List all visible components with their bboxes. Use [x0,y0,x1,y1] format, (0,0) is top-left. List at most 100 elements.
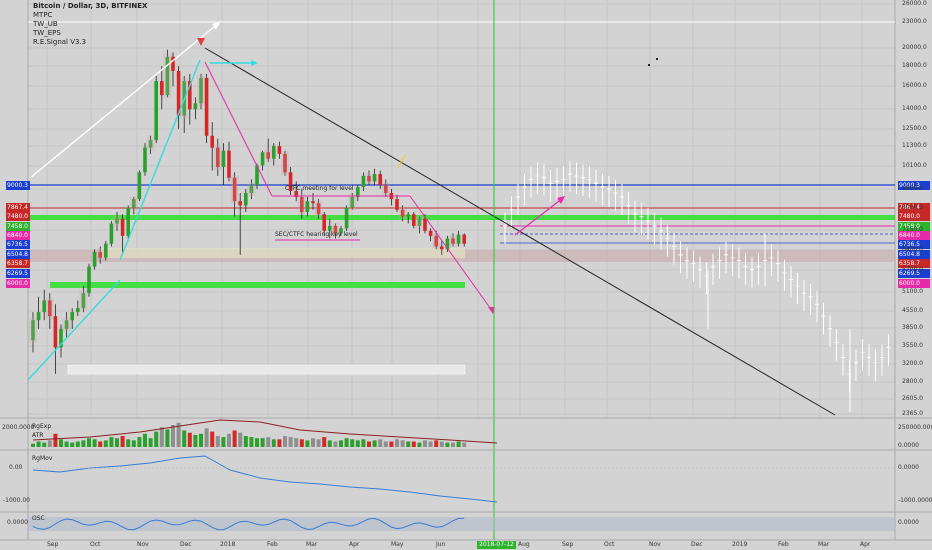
peak-marker [197,38,205,46]
volume-bar [221,437,226,447]
horizontal-levels [28,21,895,244]
volume-bar [294,438,299,447]
volume-bar [439,441,444,447]
volume-bar [417,442,422,447]
rgmov-right-tick-top: 0.0000 [898,464,919,471]
price-label-left: 7867.4 [6,203,30,212]
volume-bar [389,441,394,447]
indicator-re-signal[interactable]: R.E.Signal V3.3 [33,38,87,46]
candle-body [109,223,114,244]
volume-bar [372,440,377,447]
price-label-right: 7480.0 [898,212,930,221]
candle-shade [197,74,205,107]
candle-body [238,201,242,206]
volume-bar [451,442,455,447]
volume-bar [92,439,97,447]
candle-shade [29,317,37,344]
time-tick: Sep [562,541,574,548]
volume-bar [87,438,91,447]
volume-bar [36,441,41,447]
price-label-left: 9000.3 [6,181,30,190]
price-label-left: 6736.5 [6,240,30,249]
symbol-title[interactable]: Bitcoin / Dollar, 3D, BITFINEX [33,2,148,10]
price-label-right: 6736.5 [898,240,930,249]
candle-shade [96,248,105,261]
volume-bar [311,438,315,447]
indicator-mtpc[interactable]: MTPC [33,11,53,19]
candle-body [378,174,382,186]
candle-shade [230,174,239,205]
candle-body [92,251,97,267]
price-tick: 8000.0 [902,204,923,211]
volume-bar [322,437,327,447]
annotation-cftc-meeting[interactable]: CTFC meeting for level [285,185,354,192]
time-tick: Aug [518,541,530,548]
candle-body [255,165,259,186]
chart-legend: Bitcoin / Dollar, 3D, BITFINEX MTPC TW_U… [33,2,147,47]
candle-shade [381,182,390,196]
osc-label[interactable]: OSC [32,515,45,522]
volume-bar [148,438,153,447]
chart-drawings[interactable] [27,0,836,540]
candle-shade [264,149,273,162]
time-tick: Oct [604,541,615,548]
volume-bar [344,438,349,447]
candle-shade [129,196,138,211]
price-tick: 6400.0 [902,246,923,253]
osc-left-tick: 0.0000 [7,519,28,526]
volume-bar [305,440,310,447]
candle-body [344,207,349,229]
candle-body [333,225,338,234]
candle-body [126,207,130,236]
candle-body [328,225,332,231]
candle-body [31,320,35,341]
atr-label[interactable]: ATR [32,432,44,439]
volume-bar [327,440,332,447]
candle-body [120,218,125,236]
candle-body [400,209,405,217]
price-label-right: 7867.4 [898,203,930,212]
volume-bar [137,437,142,447]
volume-bar [456,441,461,447]
time-tick: Mar [306,541,318,548]
candle-shade [297,194,306,215]
volume-bar [428,441,433,447]
volume-bar [165,429,170,447]
volume-bar [333,441,338,447]
volume-bar [70,442,75,447]
candle-body [272,146,276,159]
volume-bar [361,439,366,447]
candle-shade [247,182,256,196]
rgexp-label[interactable]: RgExp [32,423,52,430]
level-7480-green [28,215,895,220]
candle-body [283,153,287,173]
volume-bar [53,433,58,447]
price-tick: 2800.0 [902,378,923,385]
rgmov-label[interactable]: RgMov [32,455,53,462]
volume-bar [215,436,220,447]
candle-body [294,191,298,198]
indicator-tw-ub[interactable]: TW_UB [33,20,58,28]
indicator-tw-eps[interactable]: TW_EPS [33,29,61,37]
price-label-right: 6269.5 [898,269,930,278]
volume-bar [260,438,265,447]
candle-body [98,251,102,258]
candle-body [440,246,444,250]
candle-body [132,199,136,208]
annotation-sec-hearing[interactable]: SEC/CTFC hearing key level [275,231,358,238]
price-tick: 3200.0 [902,360,923,367]
volume-bar [159,427,164,447]
candle-body [221,150,226,168]
time-tick: 2018 [220,541,236,548]
magenta-projection-head [557,196,565,204]
candle-body [193,103,198,110]
candle-body [76,308,80,313]
candle-body [232,177,237,202]
candle-body [244,192,248,206]
candle-body [350,197,354,208]
volume-bar [383,441,388,447]
price-label-left: 6269.5 [6,269,30,278]
candle-body [176,70,181,116]
volume-bar [59,439,63,447]
